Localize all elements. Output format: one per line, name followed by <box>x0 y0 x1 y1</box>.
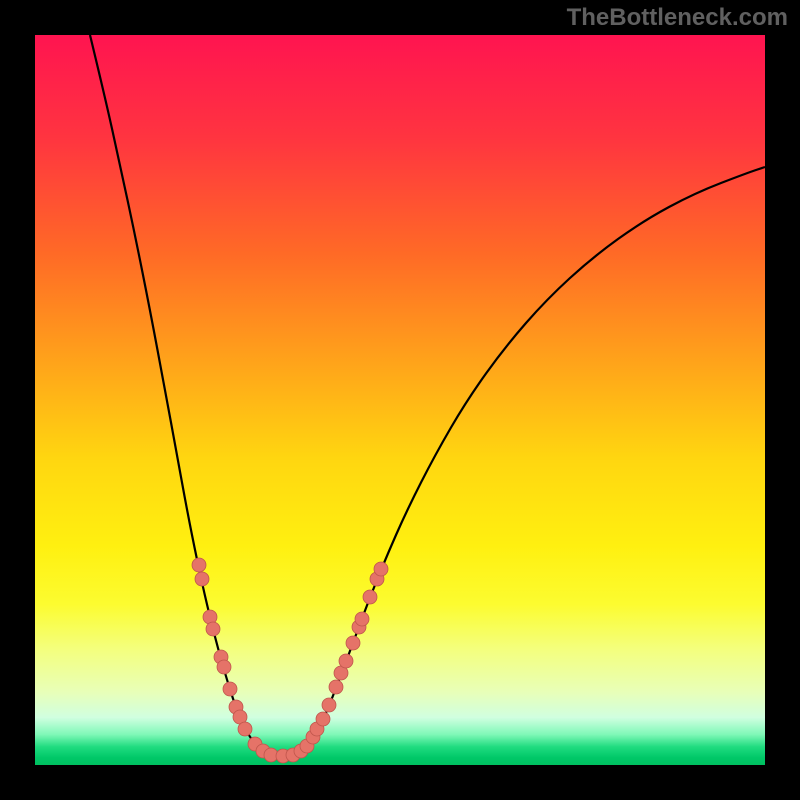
scatter-point <box>192 558 206 572</box>
scatter-point <box>322 698 336 712</box>
scatter-point <box>363 590 377 604</box>
scatter-point <box>217 660 231 674</box>
scatter-point <box>223 682 237 696</box>
scatter-point <box>339 654 353 668</box>
bottleneck-curve <box>90 35 765 755</box>
watermark-text: TheBottleneck.com <box>567 4 788 32</box>
scatter-point <box>374 562 388 576</box>
scatter-point <box>195 572 209 586</box>
scatter-point <box>206 622 220 636</box>
chart-container: TheBottleneck.com <box>0 0 800 800</box>
scatter-point <box>316 712 330 726</box>
scatter-points <box>192 558 388 763</box>
scatter-point <box>329 680 343 694</box>
scatter-point <box>355 612 369 626</box>
chart-overlay <box>35 35 765 765</box>
scatter-point <box>238 722 252 736</box>
plot-area <box>35 35 765 765</box>
scatter-point <box>346 636 360 650</box>
